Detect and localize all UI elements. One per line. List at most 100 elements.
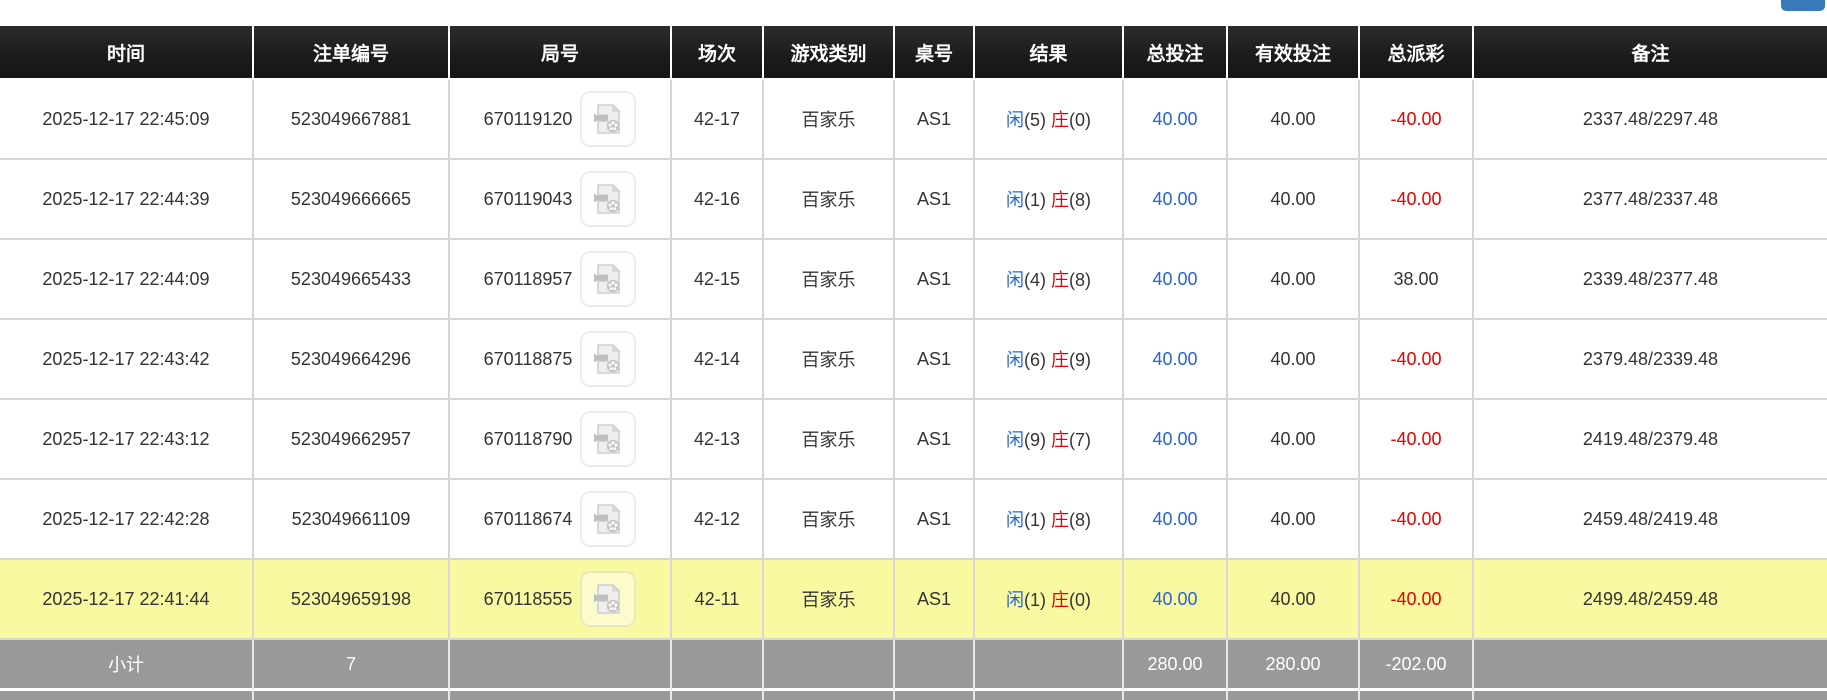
cell-total-bet: 40.00 [1124, 480, 1228, 560]
cell-game-type: 百家乐 [764, 480, 895, 560]
cell-total-payout: -40.00 [1360, 480, 1474, 560]
table-row[interactable]: 2025-12-17 22:42:28 523049661109 670118674… [0, 480, 1827, 560]
round-number: 670119043 [483, 188, 573, 209]
cell-result: 闲(1) 庄(8) [975, 160, 1124, 240]
header-remark: 备注 [1474, 26, 1827, 80]
table-body: 2025-12-17 22:45:09 523049667881 670119120… [0, 80, 1827, 700]
cell-result: 闲(1) 庄(0) [975, 560, 1124, 640]
cell-time: 2025-12-17 22:43:42 [0, 320, 254, 400]
cell-round-id: 670119043 [450, 160, 672, 240]
video-record-icon [594, 503, 621, 534]
subtotal-cell-total-payout: -202.00 [1360, 640, 1474, 691]
video-record-icon [594, 183, 621, 214]
top-bar [0, 0, 1827, 26]
round-number: 670118674 [483, 508, 573, 529]
header-game-type: 游戏类别 [764, 26, 895, 80]
video-replay-button[interactable] [580, 331, 637, 387]
cell-bet-id: 523049659198 [254, 560, 450, 640]
banker-label: 庄 [1051, 590, 1069, 610]
cell-total-bet: 40.00 [1124, 320, 1228, 400]
cell-table-no: AS1 [895, 160, 975, 240]
cell-bet-id: 523049661109 [254, 480, 450, 560]
cell-table-no: AS1 [895, 240, 975, 320]
cell-session: 42-17 [672, 80, 764, 160]
video-replay-button[interactable] [580, 91, 637, 147]
round-number: 670118957 [483, 268, 573, 289]
video-replay-button[interactable] [580, 571, 637, 627]
round-number: 670119120 [483, 108, 573, 129]
cell-game-type: 百家乐 [764, 560, 895, 640]
header-round-id: 局号 [450, 26, 672, 80]
round-number: 670118790 [483, 428, 573, 449]
video-replay-button[interactable] [580, 171, 637, 227]
player-label: 闲 [1006, 270, 1024, 290]
cell-total-payout: -40.00 [1360, 400, 1474, 480]
cell-valid-bet: 40.00 [1228, 240, 1360, 320]
cell-round-id: 670118875 [450, 320, 672, 400]
subtotal-cell-total-bet: 280.00 [1124, 640, 1228, 691]
header-valid-bet: 有效投注 [1228, 26, 1360, 80]
header-session: 场次 [672, 26, 764, 80]
cell-round-id: 670119120 [450, 80, 672, 160]
header-time: 时间 [0, 26, 254, 80]
cell-time: 2025-12-17 22:42:28 [0, 480, 254, 560]
cell-remark: 2377.48/2337.48 [1474, 160, 1827, 240]
cell-total-payout: 38.00 [1360, 240, 1474, 320]
player-label: 闲 [1006, 510, 1024, 530]
cell-table-no: AS1 [895, 480, 975, 560]
banker-label: 庄 [1051, 270, 1069, 290]
banker-label: 庄 [1051, 430, 1069, 450]
video-replay-button[interactable] [580, 491, 637, 547]
table-row[interactable]: 2025-12-17 22:44:39 523049666665 670119043… [0, 160, 1827, 240]
cell-valid-bet: 40.00 [1228, 560, 1360, 640]
subtotal-cell-round-id [450, 640, 672, 691]
cell-session: 42-16 [672, 160, 764, 240]
header-bet-id: 注单编号 [254, 26, 450, 80]
cell-round-id: 670118555 [450, 560, 672, 640]
table-row[interactable]: 2025-12-17 22:45:09 523049667881 670119120… [0, 80, 1827, 160]
table-row[interactable]: 2025-12-17 22:43:42 523049664296 670118875… [0, 320, 1827, 400]
table-row[interactable]: 2025-12-17 22:43:12 523049662957 670118790… [0, 400, 1827, 480]
cell-valid-bet: 40.00 [1228, 160, 1360, 240]
cell-game-type: 百家乐 [764, 240, 895, 320]
cell-result: 闲(4) 庄(8) [975, 240, 1124, 320]
cell-valid-bet: 40.00 [1228, 400, 1360, 480]
cell-session: 42-15 [672, 240, 764, 320]
cell-session: 42-12 [672, 480, 764, 560]
cell-table-no: AS1 [895, 560, 975, 640]
top-right-button[interactable] [1781, 0, 1825, 11]
player-label: 闲 [1006, 590, 1024, 610]
cell-round-id: 670118957 [450, 240, 672, 320]
cell-total-bet: 40.00 [1124, 160, 1228, 240]
video-record-icon [594, 423, 621, 454]
player-label: 闲 [1006, 430, 1024, 450]
cell-table-no: AS1 [895, 320, 975, 400]
subtotal-cell-session [672, 640, 764, 691]
cell-valid-bet: 40.00 [1228, 480, 1360, 560]
cell-session: 42-11 [672, 560, 764, 640]
subtotal-cell-table-no [895, 640, 975, 691]
header-result: 结果 [975, 26, 1124, 80]
header-table-no: 桌号 [895, 26, 975, 80]
subtotal-cell-result [975, 640, 1124, 691]
video-record-icon [594, 343, 621, 374]
table-row[interactable]: 2025-12-17 22:41:44 523049659198 670118555… [0, 560, 1827, 640]
video-replay-button[interactable] [580, 251, 637, 307]
cell-game-type: 百家乐 [764, 320, 895, 400]
cell-session: 42-13 [672, 400, 764, 480]
cell-table-no: AS1 [895, 80, 975, 160]
table-row[interactable]: 2025-12-17 22:44:09 523049665433 670118957… [0, 240, 1827, 320]
video-replay-button[interactable] [580, 411, 637, 467]
cell-bet-id: 523049665433 [254, 240, 450, 320]
cell-result: 闲(1) 庄(8) [975, 480, 1124, 560]
banker-label: 庄 [1051, 350, 1069, 370]
cell-remark: 2379.48/2339.48 [1474, 320, 1827, 400]
subtotal-cell-game-type [764, 640, 895, 691]
cell-result: 闲(5) 庄(0) [975, 80, 1124, 160]
cell-valid-bet: 40.00 [1228, 320, 1360, 400]
player-label: 闲 [1006, 190, 1024, 210]
player-label: 闲 [1006, 350, 1024, 370]
cell-total-payout: -40.00 [1360, 560, 1474, 640]
cell-game-type: 百家乐 [764, 160, 895, 240]
